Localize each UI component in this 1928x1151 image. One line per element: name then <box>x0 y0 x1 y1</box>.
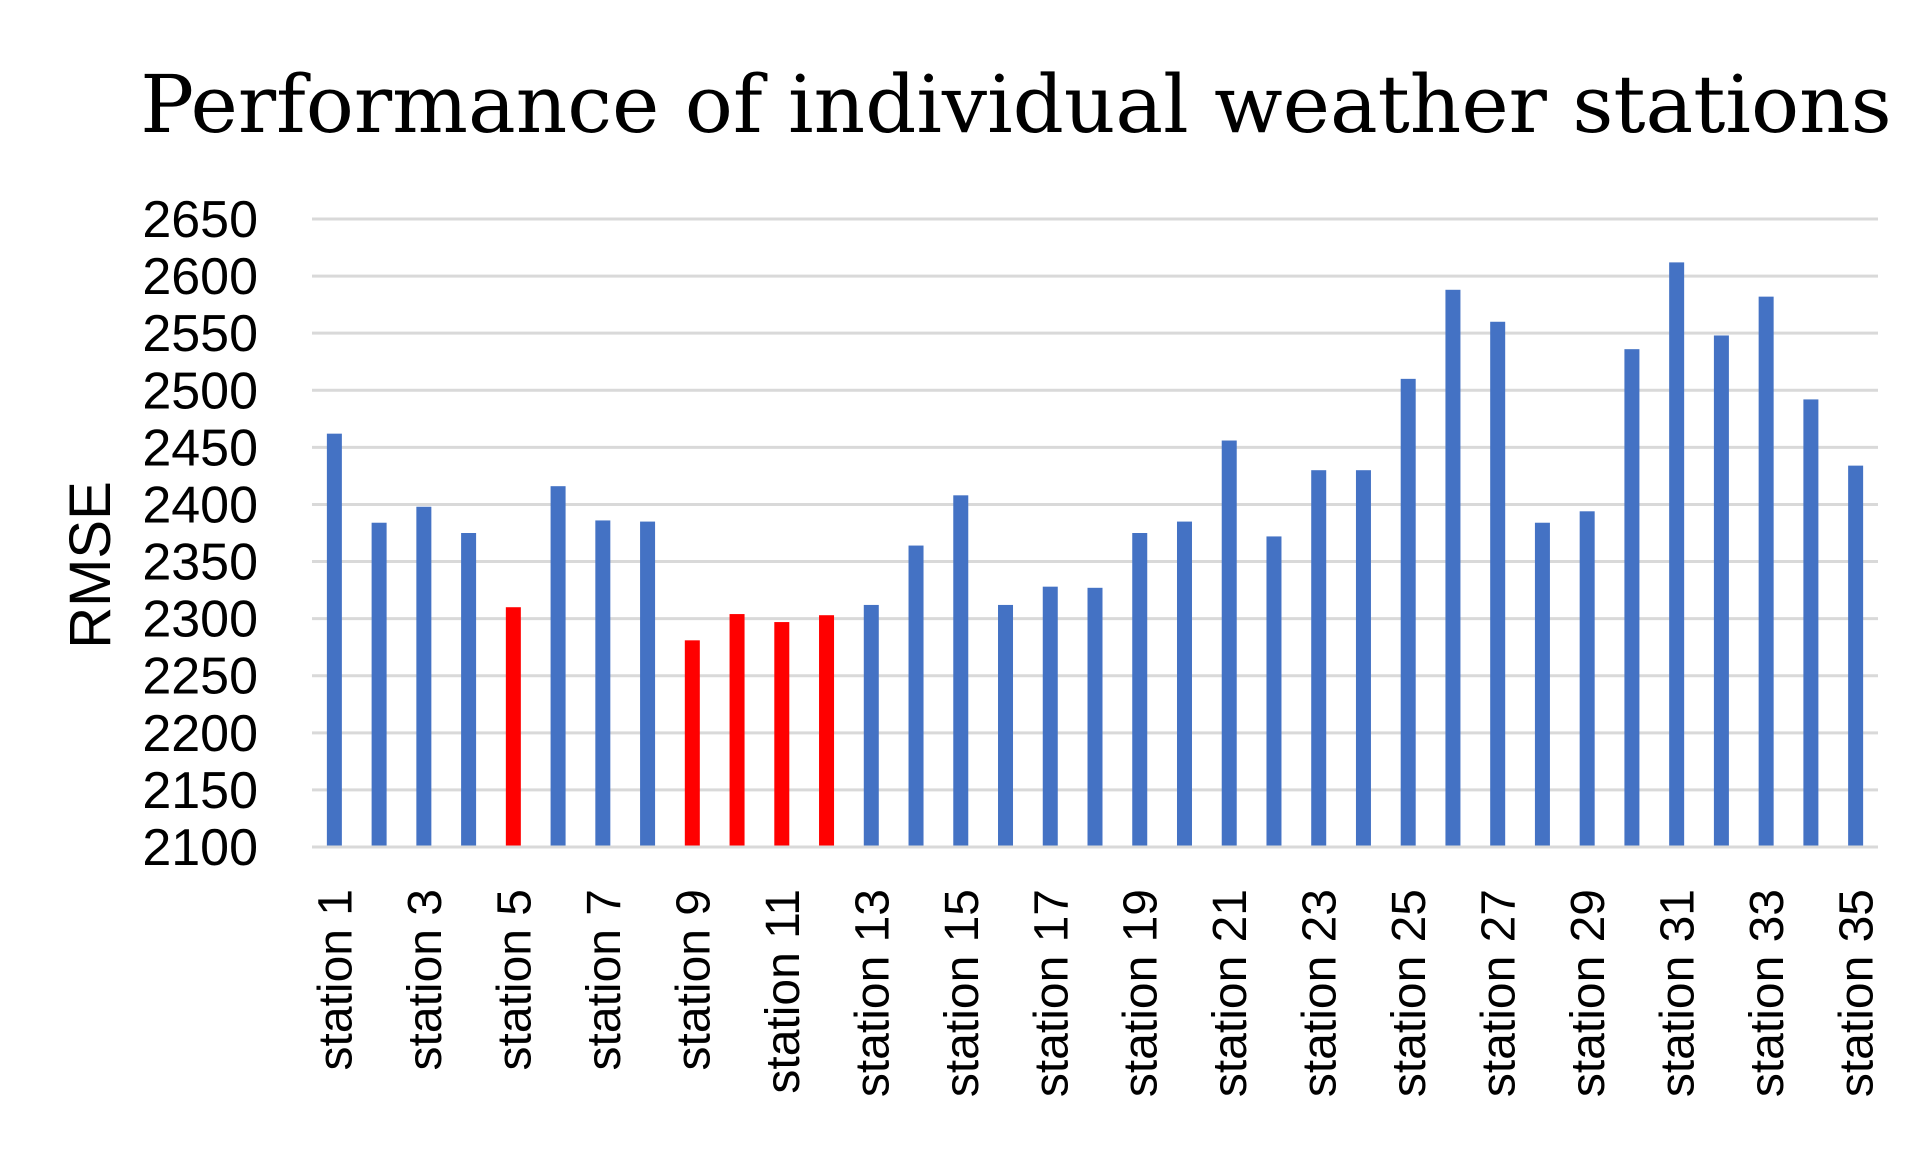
x-tick-label: station 29 <box>1562 889 1615 1097</box>
x-tick-label: station 25 <box>1383 889 1436 1097</box>
bar-station-17 <box>1042 586 1058 847</box>
bar-station-27 <box>1490 321 1506 847</box>
x-tick-label: station 33 <box>1741 889 1794 1097</box>
bar-station-22 <box>1266 536 1282 847</box>
bar-station-3 <box>416 506 432 847</box>
bar-station-29 <box>1579 511 1595 847</box>
bars <box>326 262 1864 847</box>
x-tick-label: station 17 <box>1025 889 1078 1097</box>
x-tick-label: station 15 <box>936 889 989 1097</box>
bar-station-10 <box>729 614 745 847</box>
y-tick-label: 2650 <box>142 191 258 249</box>
y-tick-label: 2250 <box>142 648 258 706</box>
bar-station-19 <box>1132 533 1148 847</box>
bar-station-21 <box>1221 440 1237 847</box>
chart-title: Performance of individual weather statio… <box>140 58 1891 151</box>
bar-station-12 <box>819 615 835 847</box>
bar-station-1 <box>326 433 342 847</box>
x-tick-label: station 1 <box>309 889 362 1070</box>
bar-station-28 <box>1534 522 1550 847</box>
x-tick-label: station 5 <box>488 889 541 1070</box>
y-tick-label: 2500 <box>142 362 258 420</box>
bar-station-14 <box>908 545 924 847</box>
y-tick-label: 2400 <box>142 476 258 534</box>
bar-station-8 <box>640 521 656 847</box>
x-tick-label: station 19 <box>1115 889 1168 1097</box>
bar-station-6 <box>550 486 566 847</box>
x-tick-label: station 7 <box>578 889 631 1070</box>
y-tick-label: 2600 <box>142 248 258 306</box>
x-axis-ticks: station 1 station 3 station 5 station 7 stat… <box>309 889 1883 1097</box>
bar-station-7 <box>595 520 611 847</box>
x-tick-label: station 21 <box>1204 889 1257 1097</box>
y-tick-label: 2150 <box>142 762 258 820</box>
y-axis-ticks: 2100215022002250230023502400245025002550… <box>142 191 258 877</box>
bar-station-24 <box>1355 470 1371 847</box>
y-tick-label: 2350 <box>142 534 258 592</box>
x-tick-label: station 31 <box>1652 889 1705 1097</box>
bar-station-33 <box>1758 296 1774 847</box>
bar-station-5 <box>505 607 521 847</box>
bar-station-34 <box>1803 399 1819 847</box>
y-tick-label: 2450 <box>142 419 258 477</box>
bar-station-30 <box>1624 349 1640 847</box>
y-tick-label: 2100 <box>142 819 258 877</box>
bar-station-23 <box>1311 470 1327 847</box>
bar-station-32 <box>1713 335 1729 847</box>
bar-station-18 <box>1087 587 1103 847</box>
bar-station-13 <box>863 604 879 847</box>
y-tick-label: 2300 <box>142 591 258 649</box>
x-tick-label: station 35 <box>1831 889 1884 1097</box>
bar-station-20 <box>1176 521 1192 847</box>
y-axis-label: RMSE <box>58 481 123 649</box>
gridlines <box>312 217 1878 792</box>
y-tick-label: 2550 <box>142 305 258 363</box>
bar-station-35 <box>1848 465 1864 847</box>
bar-station-15 <box>953 495 969 847</box>
bar-station-31 <box>1669 262 1685 847</box>
bar-station-25 <box>1400 378 1416 847</box>
x-tick-label: station 3 <box>399 889 452 1070</box>
bar-station-11 <box>774 622 790 847</box>
bar-station-16 <box>998 604 1014 847</box>
x-tick-label: station 13 <box>846 889 899 1097</box>
x-tick-label: station 23 <box>1294 889 1347 1097</box>
bar-station-2 <box>371 522 387 847</box>
y-tick-label: 2200 <box>142 705 258 763</box>
x-tick-label: station 27 <box>1473 889 1526 1097</box>
bar-station-9 <box>684 640 700 847</box>
x-tick-label: station 11 <box>757 889 810 1094</box>
bar-station-4 <box>461 533 477 847</box>
bar-station-26 <box>1445 289 1461 847</box>
x-tick-label: station 9 <box>667 889 720 1070</box>
